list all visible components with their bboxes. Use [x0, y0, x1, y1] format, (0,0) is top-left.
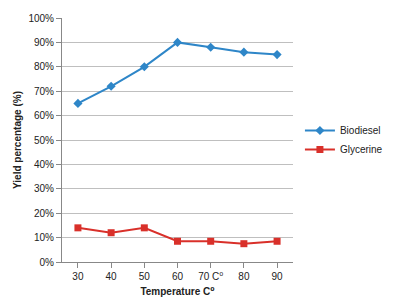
svg-text:90%: 90%	[34, 37, 54, 48]
svg-text:70 C⁰: 70 C⁰	[198, 271, 223, 282]
svg-text:50: 50	[139, 271, 151, 282]
svg-text:20%: 20%	[34, 208, 54, 219]
svg-text:70%: 70%	[34, 86, 54, 97]
svg-text:50%: 50%	[34, 135, 54, 146]
svg-text:40%: 40%	[34, 159, 54, 170]
svg-text:60: 60	[172, 271, 184, 282]
svg-text:Temperature C⁰: Temperature C⁰	[140, 286, 214, 297]
svg-text:0%: 0%	[40, 257, 55, 268]
svg-text:60%: 60%	[34, 110, 54, 121]
svg-text:Glycerine: Glycerine	[340, 144, 383, 155]
svg-text:30%: 30%	[34, 183, 54, 194]
svg-text:30: 30	[72, 271, 84, 282]
svg-text:90: 90	[272, 271, 284, 282]
svg-text:100%: 100%	[28, 13, 54, 24]
svg-text:Yield percentage (%): Yield percentage (%)	[12, 91, 23, 189]
svg-text:80: 80	[238, 271, 250, 282]
svg-text:80%: 80%	[34, 61, 54, 72]
svg-text:Biodiesel: Biodiesel	[340, 125, 381, 136]
svg-text:40: 40	[106, 271, 118, 282]
svg-text:10%: 10%	[34, 232, 54, 243]
